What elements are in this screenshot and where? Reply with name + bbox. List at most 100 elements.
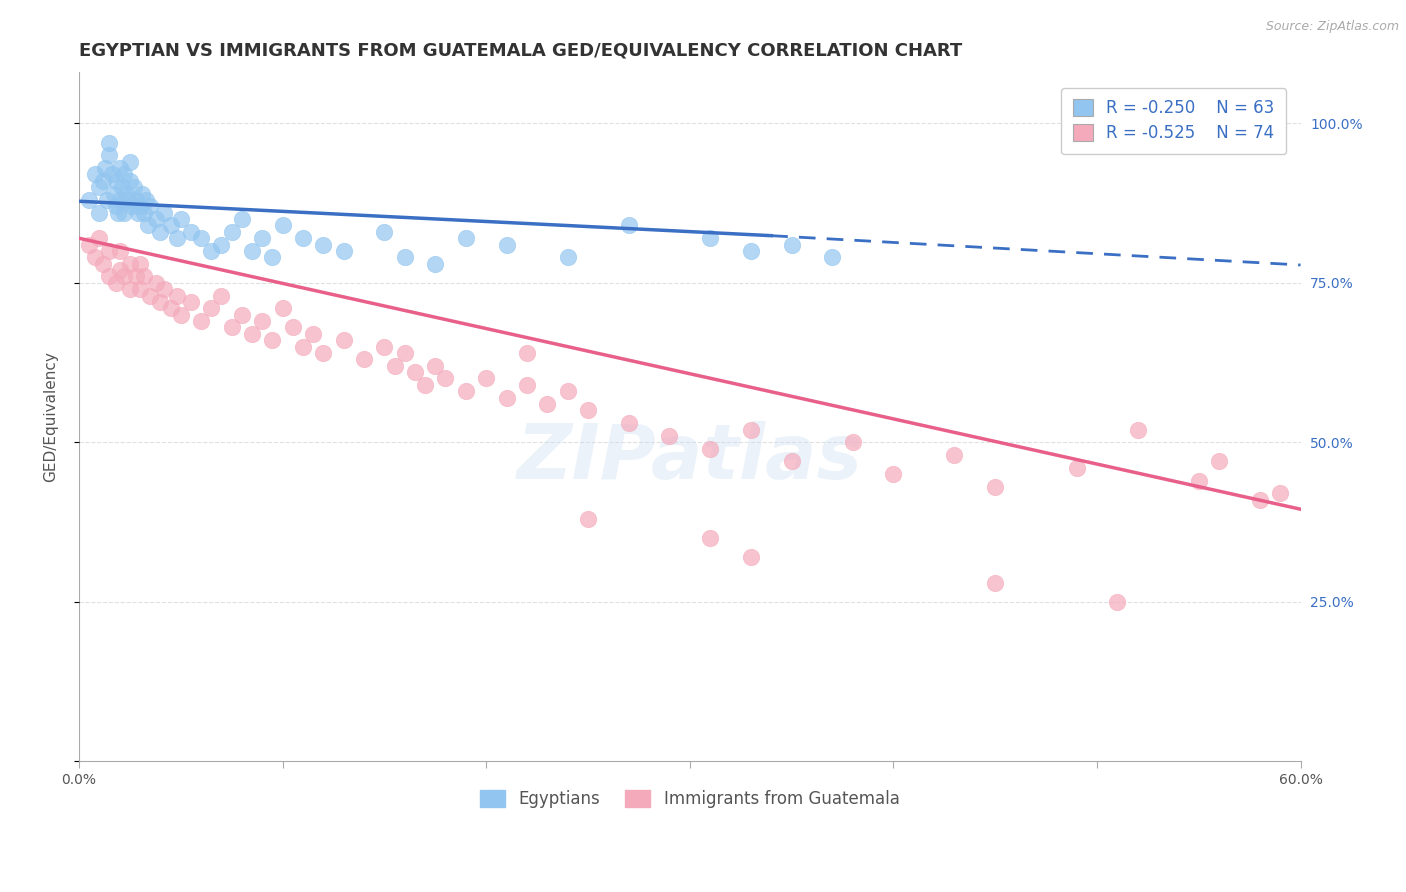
Point xyxy=(149,225,172,239)
Point xyxy=(780,454,803,468)
Point xyxy=(211,288,233,302)
Point xyxy=(394,346,416,360)
Point xyxy=(107,205,129,219)
Point xyxy=(557,384,579,399)
Point xyxy=(77,193,100,207)
Point xyxy=(404,365,426,379)
Point xyxy=(145,276,167,290)
Point xyxy=(658,429,681,443)
Point xyxy=(373,340,395,354)
Point xyxy=(103,186,125,201)
Point xyxy=(699,442,721,456)
Point xyxy=(425,359,447,373)
Point xyxy=(291,231,314,245)
Point xyxy=(231,308,253,322)
Point xyxy=(231,212,253,227)
Point xyxy=(190,231,212,245)
Point xyxy=(84,168,107,182)
Point xyxy=(98,148,121,162)
Point xyxy=(139,199,162,213)
Point xyxy=(516,377,538,392)
Point xyxy=(211,237,233,252)
Point xyxy=(117,193,139,207)
Point xyxy=(332,244,354,258)
Point xyxy=(170,308,193,322)
Point xyxy=(84,251,107,265)
Point xyxy=(180,225,202,239)
Point xyxy=(250,314,273,328)
Point xyxy=(131,186,153,201)
Point xyxy=(98,136,121,150)
Point xyxy=(132,269,155,284)
Point xyxy=(118,282,141,296)
Point xyxy=(475,371,498,385)
Point xyxy=(94,161,117,175)
Point xyxy=(118,174,141,188)
Point xyxy=(271,219,294,233)
Point xyxy=(495,237,517,252)
Point xyxy=(111,180,134,194)
Point xyxy=(121,199,143,213)
Point xyxy=(1126,423,1149,437)
Point xyxy=(108,244,131,258)
Point xyxy=(125,269,148,284)
Point xyxy=(112,205,135,219)
Point xyxy=(576,512,599,526)
Point xyxy=(112,269,135,284)
Point xyxy=(114,186,136,201)
Point xyxy=(129,257,152,271)
Point xyxy=(112,168,135,182)
Point xyxy=(166,288,188,302)
Point xyxy=(98,269,121,284)
Point xyxy=(93,257,115,271)
Point xyxy=(125,193,148,207)
Point xyxy=(240,326,263,341)
Point xyxy=(557,251,579,265)
Point xyxy=(332,333,354,347)
Point xyxy=(93,174,115,188)
Point xyxy=(373,225,395,239)
Point xyxy=(145,212,167,227)
Point xyxy=(699,531,721,545)
Point xyxy=(132,205,155,219)
Point xyxy=(699,231,721,245)
Point xyxy=(617,416,640,430)
Point xyxy=(190,314,212,328)
Text: ZIPatlas: ZIPatlas xyxy=(517,421,863,495)
Point xyxy=(312,237,335,252)
Point xyxy=(821,251,844,265)
Point xyxy=(1066,460,1088,475)
Point xyxy=(353,352,375,367)
Point xyxy=(104,174,127,188)
Point xyxy=(576,403,599,417)
Point xyxy=(291,340,314,354)
Point xyxy=(129,199,152,213)
Point xyxy=(240,244,263,258)
Point xyxy=(536,397,558,411)
Point xyxy=(89,205,111,219)
Point xyxy=(108,263,131,277)
Point xyxy=(77,237,100,252)
Point xyxy=(841,435,863,450)
Point xyxy=(1208,454,1230,468)
Point xyxy=(100,168,122,182)
Point xyxy=(149,295,172,310)
Point xyxy=(262,251,284,265)
Point xyxy=(136,219,159,233)
Point xyxy=(108,161,131,175)
Point xyxy=(617,219,640,233)
Point xyxy=(1270,486,1292,500)
Point xyxy=(170,212,193,227)
Point xyxy=(200,244,222,258)
Text: Source: ZipAtlas.com: Source: ZipAtlas.com xyxy=(1265,20,1399,33)
Point xyxy=(108,193,131,207)
Point xyxy=(394,251,416,265)
Point xyxy=(740,423,762,437)
Point xyxy=(984,575,1007,590)
Point xyxy=(200,301,222,316)
Legend: Egyptians, Immigrants from Guatemala: Egyptians, Immigrants from Guatemala xyxy=(474,783,905,814)
Point xyxy=(118,257,141,271)
Point xyxy=(780,237,803,252)
Y-axis label: GED/Equivalency: GED/Equivalency xyxy=(44,351,58,483)
Point xyxy=(166,231,188,245)
